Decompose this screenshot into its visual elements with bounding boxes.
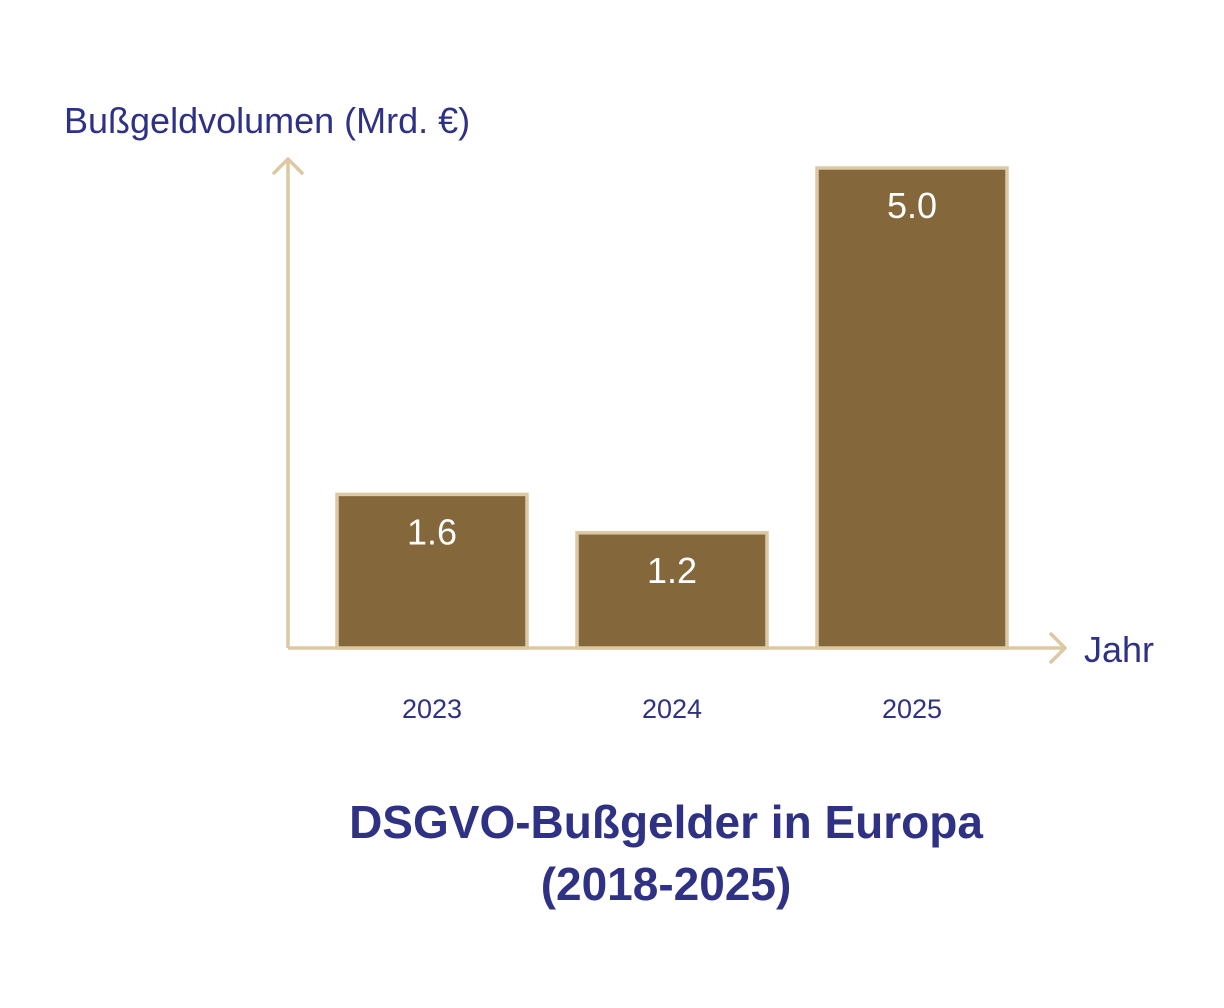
x-axis-arrow-icon [1049,632,1067,664]
y-axis-arrow-icon [272,157,304,175]
bar-value-label-2025: 5.0 [887,185,937,226]
x-tick-label-2024: 2024 [642,694,702,724]
bar-value-label-2024: 1.2 [647,550,697,591]
chart-title-line-2: (2018-2025) [541,858,792,910]
bar-2025 [815,166,1009,650]
bars: 1.6 1.2 5.0 [335,166,1009,650]
x-tick-label-2023: 2023 [402,694,462,724]
x-tick-label-2025: 2025 [882,694,942,724]
bar-2023 [335,492,529,650]
y-axis-label: Bußgeldvolumen (Mrd. €) [64,100,470,141]
bar-2024 [575,531,769,650]
x-tick-labels: 2023 2024 2025 [402,694,942,724]
chart-title-line-1: DSGVO-Bußgelder in Europa [349,796,983,848]
bar-value-label-2023: 1.6 [407,511,457,552]
x-axis-label: Jahr [1084,629,1154,670]
